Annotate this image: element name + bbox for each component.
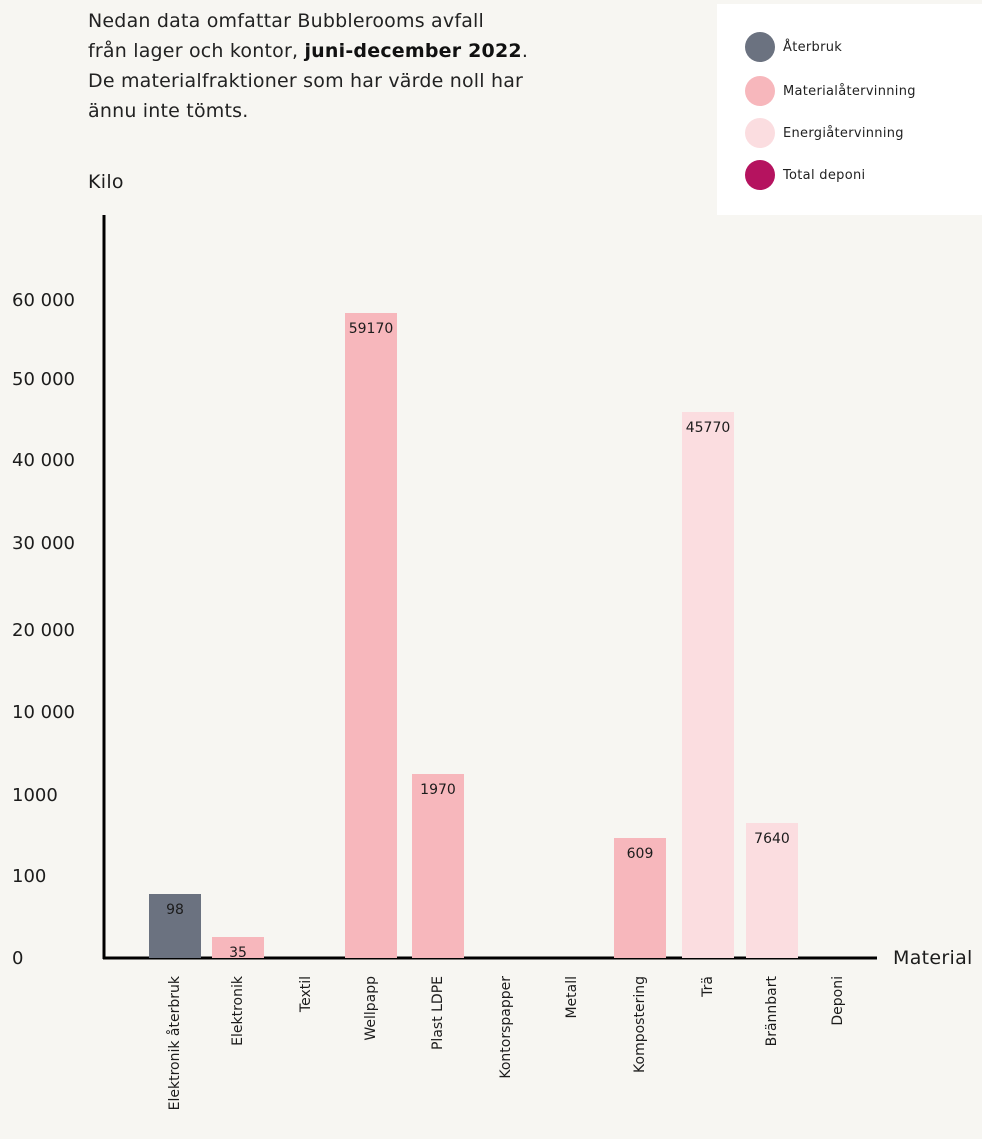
intro-line-3: De materialfraktioner som har värde noll…	[88, 70, 524, 92]
legend-item-total-deponi: Total deponi	[745, 159, 865, 191]
x-category-label: Textil	[298, 976, 314, 1013]
x-axis-title: Material	[893, 947, 973, 969]
y-tick-label: 1000	[12, 785, 58, 806]
x-category-label: Elektronik	[230, 975, 246, 1046]
bar-value-label: 98	[166, 902, 184, 918]
bar-wellpapp	[345, 313, 397, 958]
x-category-label: Deponi	[830, 976, 846, 1026]
legend-item-energiatervinning: Energiåtervinning	[745, 117, 904, 149]
legend-label-aterbruk: Återbruk	[783, 39, 843, 55]
bar-value-label: 1970	[420, 782, 456, 798]
category-labels: Elektronik återbruk Elektronik Textil Wellp…	[166, 975, 846, 1110]
bar-trä	[682, 412, 734, 958]
legend-label-materialatervinning: Materialåtervinning	[783, 83, 916, 99]
y-tick-label: 0	[12, 948, 23, 969]
x-category-label: Metall	[564, 976, 580, 1019]
x-category-label: Brännbart	[764, 975, 780, 1046]
bar-value-label: 609	[627, 846, 654, 862]
legend-swatch-materialatervinning	[745, 76, 775, 106]
bar-brännbart	[746, 823, 798, 958]
bar-value-label: 7640	[754, 831, 790, 847]
y-axis-ticks: 0 100 1000 10 000 20 000 30 000 40 000 50 000 60…	[12, 290, 75, 969]
intro-text: Nedan data omfattar Bubblerooms avfall f…	[88, 6, 608, 126]
x-category-label: Wellpapp	[363, 976, 379, 1041]
intro-line-2: från lager och kontor, juni-december 202…	[88, 36, 608, 66]
bar-elektronik	[212, 937, 264, 958]
legend-item-aterbruk: Återbruk	[745, 31, 842, 63]
y-axis-title: Kilo	[88, 171, 124, 193]
x-category-label: Trä	[700, 976, 716, 998]
bar-value-label: 59170	[349, 321, 394, 337]
y-tick-label: 40 000	[12, 450, 75, 471]
bar-value-label: 35	[229, 945, 247, 961]
y-tick-label: 50 000	[12, 369, 75, 390]
y-tick-label: 20 000	[12, 620, 75, 641]
y-tick-label: 60 000	[12, 290, 75, 311]
legend-label-total-deponi: Total deponi	[783, 167, 866, 183]
intro-line-2-post: .	[521, 40, 529, 62]
y-tick-label: 30 000	[12, 533, 75, 554]
intro-line-4: ännu inte tömts.	[88, 100, 249, 122]
legend-label-energiatervinning: Energiåtervinning	[783, 125, 904, 141]
x-category-label: Elektronik återbruk	[166, 975, 183, 1110]
legend-swatch-aterbruk	[745, 32, 775, 62]
y-tick-label: 100	[12, 866, 46, 887]
intro-line-1: Nedan data omfattar Bubblerooms avfall	[88, 10, 485, 32]
intro-date-range: juni-december 2022	[304, 40, 522, 62]
y-tick-label: 10 000	[12, 702, 75, 723]
bar-plast-ldpe	[412, 774, 464, 958]
x-category-label: Kompostering	[632, 976, 648, 1073]
value-labels: 98 35 59170 1970 609 45770 7640	[166, 321, 790, 961]
legend-swatch-energiatervinning	[745, 118, 775, 148]
legend-item-materialatervinning: Materialåtervinning	[745, 75, 916, 107]
legend-swatch-total-deponi	[745, 160, 775, 190]
x-category-label: Plast LDPE	[430, 976, 446, 1050]
intro-line-2-pre: från lager och kontor,	[88, 40, 305, 62]
x-category-label: Kontorspapper	[498, 976, 514, 1079]
bar-kompostering	[614, 838, 666, 958]
bar-value-label: 45770	[686, 420, 731, 436]
chart-legend: Återbruk Materialåtervinning Energiåterv…	[717, 4, 982, 215]
bar-elektronik-återbruk	[149, 894, 201, 958]
bars	[149, 313, 798, 958]
